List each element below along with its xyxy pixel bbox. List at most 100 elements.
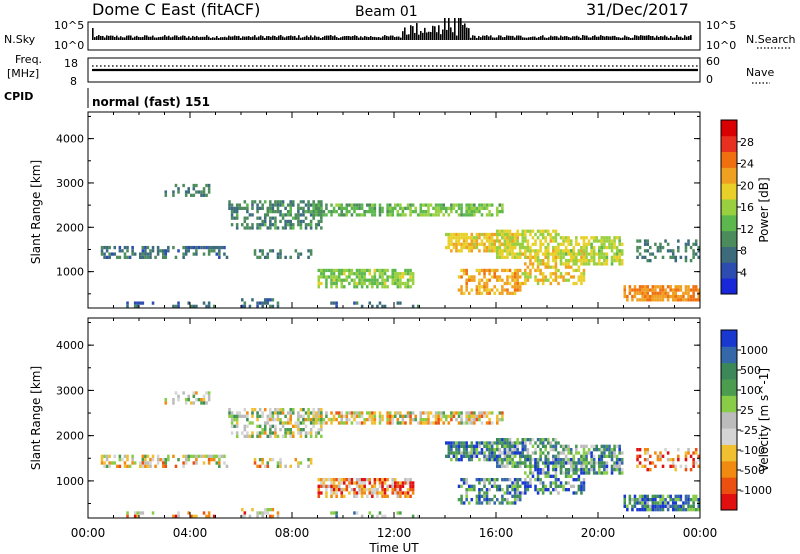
- heatmap-cell: [524, 458, 527, 462]
- heatmap-cell: [172, 304, 175, 308]
- heatmap-cell: [149, 458, 152, 462]
- heatmap-cell: [590, 252, 593, 256]
- heatmap-cell: [442, 411, 445, 415]
- heatmap-cell: [526, 488, 530, 492]
- heatmap-cell: [618, 444, 621, 448]
- sky-noise-bar: [238, 35, 240, 40]
- heatmap-cell: [314, 210, 318, 214]
- heatmap-cell: [307, 431, 310, 435]
- colorbar-tick-label: 25: [740, 404, 754, 417]
- heatmap-cell: [462, 272, 466, 276]
- heatmap-cell: [161, 252, 165, 256]
- heatmap-cell: [692, 249, 695, 253]
- heatmap-cell: [480, 291, 484, 295]
- heatmap-cell: [460, 275, 463, 279]
- heatmap-cell: [638, 298, 642, 302]
- heatmap-cell: [501, 236, 504, 240]
- heatmap-cell: [575, 268, 578, 273]
- heatmap-cell: [485, 278, 489, 282]
- heatmap-cell: [549, 239, 553, 243]
- heatmap-cell: [118, 454, 122, 458]
- heatmap-cell: [108, 252, 111, 256]
- heatmap-cell: [544, 474, 547, 478]
- heatmap-cell: [434, 203, 438, 207]
- heatmap-cell: [562, 461, 565, 465]
- heatmap-cell: [511, 236, 514, 240]
- heatmap-cell: [669, 498, 672, 502]
- heatmap-cell: [483, 268, 486, 273]
- sky-noise-bar: [402, 31, 404, 40]
- heatmap-cell: [636, 245, 639, 250]
- heatmap-cell: [572, 255, 576, 259]
- heatmap-cell: [633, 494, 637, 498]
- heatmap-cell: [358, 421, 361, 425]
- heatmap-cell: [654, 294, 657, 299]
- heatmap-cell: [340, 203, 343, 207]
- heatmap-cell: [131, 252, 134, 256]
- heatmap-cell: [105, 255, 109, 259]
- heatmap-cell: [682, 298, 685, 302]
- heatmap-cell: [406, 285, 410, 289]
- heatmap-cell: [312, 200, 315, 204]
- heatmap-cell: [243, 304, 247, 308]
- heatmap-cell: [536, 229, 540, 233]
- sky-noise-bar: [448, 18, 450, 40]
- heatmap-cell: [569, 249, 573, 253]
- heatmap-cell: [335, 511, 338, 515]
- x-tick-label: 20:00: [581, 526, 616, 540]
- heatmap-cell: [677, 245, 680, 250]
- heatmap-cell: [235, 206, 239, 210]
- heatmap-cell: [233, 418, 236, 422]
- x-tick-label: 00:00: [71, 526, 106, 540]
- heatmap-cell: [128, 464, 132, 468]
- heatmap-cell: [126, 458, 129, 462]
- sky-noise-bar: [244, 36, 246, 40]
- heatmap-cell: [524, 491, 527, 495]
- heatmap-cell: [559, 275, 563, 279]
- colorbar-tick-label: 20: [740, 179, 754, 192]
- heatmap-cell: [478, 268, 481, 273]
- heatmap-cell: [432, 213, 435, 217]
- heatmap-cell: [399, 481, 402, 485]
- heatmap-cell: [386, 418, 389, 422]
- heatmap-cell: [577, 275, 581, 279]
- colorbar-tick-label: -25: [740, 424, 758, 437]
- heatmap-cell: [447, 213, 451, 217]
- heatmap-cell: [248, 514, 252, 518]
- heatmap-cell: [687, 239, 690, 243]
- heatmap-cell: [437, 210, 440, 214]
- heatmap-cell: [358, 478, 361, 482]
- sky-noise-bar: [676, 35, 678, 40]
- heatmap-cell: [131, 458, 134, 462]
- heatmap-cell: [547, 474, 550, 478]
- sky-noise-bar: [286, 36, 288, 40]
- heatmap-cell: [184, 461, 188, 465]
- heatmap-cell: [610, 249, 614, 253]
- heatmap-cell: [534, 268, 537, 273]
- sky-noise-bar: [616, 37, 618, 40]
- heatmap-cell: [363, 278, 366, 282]
- heatmap-cell: [626, 508, 629, 512]
- heatmap-cell: [687, 501, 690, 505]
- sky-noise-bar: [348, 35, 350, 40]
- heatmap-cell: [473, 236, 476, 240]
- sky-noise-bar: [644, 35, 646, 40]
- sky-noise-bar: [674, 37, 676, 40]
- heatmap-cell: [455, 454, 458, 458]
- heatmap-cell: [508, 478, 512, 482]
- sky-noise-bar: [124, 37, 126, 40]
- heatmap-cell: [501, 288, 504, 292]
- heatmap-cell: [613, 242, 616, 246]
- heatmap-cell: [235, 431, 239, 435]
- heatmap-cell: [544, 444, 547, 448]
- sky-noise-bar: [282, 36, 284, 40]
- heatmap-cell: [508, 484, 512, 488]
- heatmap-cell: [656, 458, 660, 462]
- heatmap-cell: [613, 444, 616, 448]
- heatmap-cell: [235, 226, 239, 230]
- heatmap-cell: [659, 249, 662, 253]
- sky-noise-bar: [476, 37, 478, 40]
- sky-noise-bar: [162, 36, 164, 40]
- heatmap-cell: [651, 494, 655, 498]
